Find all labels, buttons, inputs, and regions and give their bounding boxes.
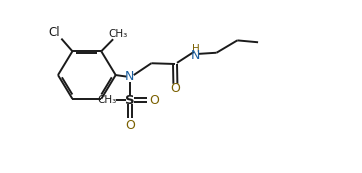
Text: CH₃: CH₃ [97,95,117,105]
Text: O: O [125,119,135,132]
Text: N: N [125,70,134,83]
Text: CH₃: CH₃ [109,29,128,39]
Text: S: S [125,94,135,107]
Text: Cl: Cl [49,26,60,39]
Text: O: O [150,94,159,107]
Text: O: O [171,82,180,95]
Text: H: H [192,44,200,54]
Text: N: N [191,49,201,62]
